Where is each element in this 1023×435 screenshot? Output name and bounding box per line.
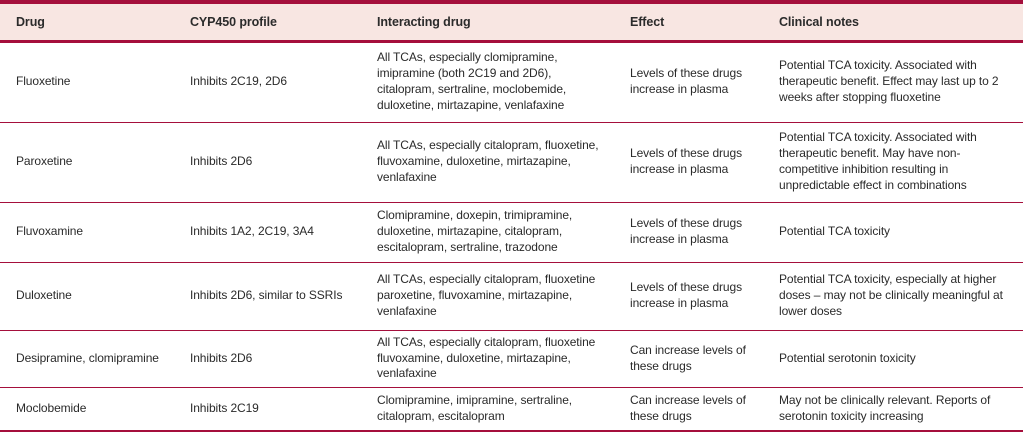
cell-effect: Levels of these drugs increase in plasma	[630, 280, 742, 310]
cell-cyp450-profile: Inhibits 2D6, similar to SSRIs	[190, 288, 343, 303]
table-row-desipramine-clomipramine: Desipramine, clomipramine Inhibits 2D6 A…	[0, 330, 1023, 387]
table-row-fluoxetine: Fluoxetine Inhibits 2C19, 2D6 All TCAs, …	[0, 41, 1023, 122]
cell-cyp450-profile: Inhibits 2D6	[190, 154, 253, 169]
table-row-duloxetine: Duloxetine Inhibits 2D6, similar to SSRI…	[0, 262, 1023, 330]
col-header-interacting-drug: Interacting drug	[377, 2, 630, 43]
header-row: Drug CYP450 profile Interacting drug Eff…	[0, 2, 1023, 43]
cell-interacting-drug: All TCAs, especially citalopram, fluoxet…	[377, 334, 596, 381]
cell-effect: Levels of these drugs increase in plasma	[630, 216, 742, 246]
col-header-cyp450-profile: CYP450 profile	[190, 2, 377, 43]
cell-effect: Levels of these drugs increase in plasma	[630, 66, 742, 96]
cell-clinical-notes: Potential TCA toxicity	[779, 224, 890, 239]
cell-drug: Paroxetine	[16, 154, 73, 169]
cell-clinical-notes: May not be clinically relevant. Reports …	[779, 392, 991, 423]
cell-effect: Can increase levels of these drugs	[630, 342, 746, 373]
cell-drug: Moclobemide	[16, 400, 87, 415]
cell-interacting-drug: All TCAs, especially citalopram, fluoxet…	[377, 272, 596, 318]
table-row-moclobemide: Moclobemide Inhibits 2C19 Clomipramine, …	[0, 387, 1023, 431]
cell-drug: Duloxetine	[16, 288, 72, 303]
cell-effect: Levels of these drugs increase in plasma	[630, 146, 742, 176]
cell-cyp450-profile: Inhibits 2D6	[190, 350, 253, 365]
cell-interacting-drug: Clomipramine, doxepin, trimipramine, dul…	[377, 208, 573, 254]
col-header-clinical-notes: Clinical notes	[779, 2, 1023, 43]
table-row-paroxetine: Paroxetine Inhibits 2D6 All TCAs, especi…	[0, 122, 1023, 202]
col-header-drug: Drug	[0, 2, 190, 43]
cell-drug: Fluvoxamine	[16, 224, 83, 239]
cell-interacting-drug: All TCAs, especially clomipramine, imipr…	[377, 50, 567, 112]
cell-effect: Can increase levels of these drugs	[630, 392, 746, 423]
cell-interacting-drug: Clomipramine, imipramine, sertraline, ci…	[377, 392, 573, 423]
cell-drug: Fluoxetine	[16, 74, 71, 89]
cell-clinical-notes: Potential TCA toxicity, especially at hi…	[779, 272, 1003, 318]
cell-clinical-notes: Potential TCA toxicity. Associated with …	[779, 58, 999, 104]
cell-clinical-notes: Potential serotonin toxicity	[779, 350, 916, 365]
cell-clinical-notes: Potential TCA toxicity. Associated with …	[779, 130, 977, 192]
table-row-fluvoxamine: Fluvoxamine Inhibits 1A2, 2C19, 3A4 Clom…	[0, 202, 1023, 262]
col-header-effect: Effect	[630, 2, 779, 43]
cell-interacting-drug: All TCAs, especially citalopram, fluoxet…	[377, 138, 599, 184]
cell-cyp450-profile: Inhibits 2C19, 2D6	[190, 74, 287, 89]
cell-cyp450-profile: Inhibits 1A2, 2C19, 3A4	[190, 224, 314, 239]
cell-cyp450-profile: Inhibits 2C19	[190, 400, 259, 415]
cell-drug: Desipramine, clomipramine	[16, 350, 159, 365]
